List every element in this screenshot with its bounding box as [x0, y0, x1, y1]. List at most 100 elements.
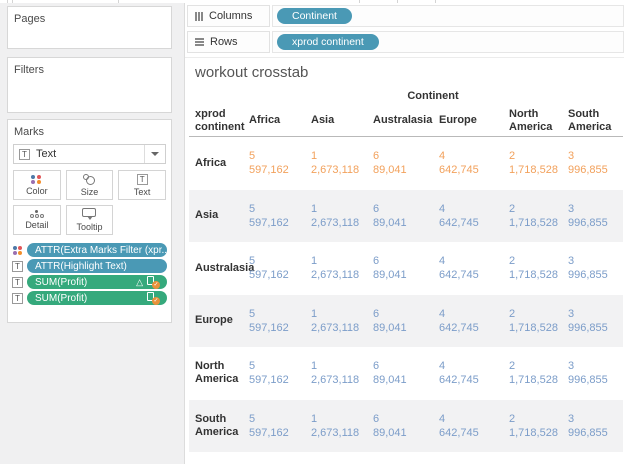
column-header[interactable]: Asia: [311, 114, 335, 126]
crosstab-cell[interactable]: 4 642,745: [433, 149, 503, 177]
row-header[interactable]: North America: [195, 360, 239, 386]
cell-count: 6: [373, 202, 380, 215]
column-header[interactable]: Australasia: [373, 114, 433, 126]
column-dimension-header[interactable]: Continent: [407, 90, 459, 102]
field-pill[interactable]: ATTR(Highlight Text): [27, 259, 167, 273]
crosstab-cell[interactable]: 6 89,041: [367, 412, 433, 440]
marks-button-tooltip[interactable]: Tooltip: [65, 205, 114, 235]
marks-button-text[interactable]: T Text: [118, 170, 166, 200]
pill-indicators: △ ✓: [136, 276, 160, 289]
crosstab-cell[interactable]: 1 2,673,118: [305, 254, 367, 282]
field-pill[interactable]: SUM(Profit) ✓: [27, 291, 167, 305]
cell-value: 996,855: [568, 269, 608, 282]
field-pill-label: SUM(Profit): [35, 292, 88, 304]
mark-type-dropdown[interactable]: T Text: [13, 144, 166, 164]
crosstab-cell[interactable]: 6 89,041: [367, 359, 433, 387]
cell-count: 4: [439, 150, 446, 163]
crosstab-cell[interactable]: 6 89,041: [367, 202, 433, 230]
cell-value: 597,162: [249, 426, 289, 439]
cell-count: 2: [509, 360, 516, 373]
crosstab-cell[interactable]: 3 996,855: [562, 202, 623, 230]
crosstab-cell[interactable]: 4 642,745: [433, 202, 503, 230]
cell-count: 1: [311, 360, 318, 373]
chevron-down-icon[interactable]: [144, 145, 165, 163]
crosstab-cell[interactable]: 6 89,041: [367, 149, 433, 177]
row-header[interactable]: South America: [195, 412, 239, 438]
columns-shelf[interactable]: Continent: [272, 5, 624, 27]
crosstab-cell[interactable]: 4 642,745: [433, 254, 503, 282]
crosstab-cell[interactable]: 6 89,041: [367, 254, 433, 282]
cell-count: 2: [509, 412, 516, 425]
cell-count: 6: [373, 360, 380, 373]
marks-button-label: Text: [133, 186, 151, 197]
pill-indicators: ✓: [147, 292, 160, 305]
row-header[interactable]: Africa: [195, 156, 227, 169]
cell-count: 2: [509, 202, 516, 215]
field-pill-label: ATTR(Extra Marks Filter (xpr..: [35, 244, 167, 256]
cell-count: 1: [311, 412, 318, 425]
crosstab-cell[interactable]: 5 597,162: [243, 412, 305, 440]
cell-count: 5: [249, 202, 256, 215]
row-header[interactable]: Australasia: [195, 261, 255, 274]
crosstab-cell[interactable]: 5 597,162: [243, 307, 305, 335]
crosstab-cell[interactable]: 2 1,718,528: [503, 307, 562, 335]
crosstab-cell[interactable]: 1 2,673,118: [305, 412, 367, 440]
crosstab-cell[interactable]: 1 2,673,118: [305, 149, 367, 177]
crosstab-cell[interactable]: 3 996,855: [562, 412, 623, 440]
field-pill[interactable]: SUM(Profit) △ ✓: [27, 275, 167, 289]
corner-header[interactable]: xprod continent: [195, 107, 245, 133]
cell-value: 1,718,528: [509, 426, 558, 439]
cell-count: 4: [439, 255, 446, 268]
crosstab-cell[interactable]: 5 597,162: [243, 254, 305, 282]
crosstab-cell[interactable]: 5 597,162: [243, 359, 305, 387]
marks-button-color[interactable]: Color: [13, 170, 61, 200]
crosstab-cell[interactable]: 5 597,162: [243, 202, 305, 230]
pill-continent[interactable]: Continent: [277, 8, 352, 24]
crosstab: Continent xprod continent Africa Asia Austr…: [189, 90, 623, 452]
crosstab-cell[interactable]: 3 996,855: [562, 149, 623, 177]
marks-button-detail[interactable]: Detail: [13, 205, 61, 235]
window-top-edge: [0, 0, 624, 3]
column-header[interactable]: North America: [509, 107, 553, 133]
cell-count: 1: [311, 150, 318, 163]
crosstab-cell[interactable]: 4 642,745: [433, 307, 503, 335]
crosstab-cell[interactable]: 3 996,855: [562, 254, 623, 282]
row-header[interactable]: Europe: [195, 314, 233, 327]
column-header[interactable]: South America: [568, 107, 612, 133]
cell-value: 2,673,118: [311, 374, 360, 387]
pages-shelf[interactable]: Pages: [7, 6, 172, 49]
cell-value: 996,855: [568, 216, 608, 229]
rows-shelf-row: Rows xprod continent: [187, 31, 624, 53]
crosstab-cell[interactable]: 1 2,673,118: [305, 202, 367, 230]
filters-shelf[interactable]: Filters: [7, 57, 172, 113]
crosstab-cell[interactable]: 2 1,718,528: [503, 254, 562, 282]
marks-button-size[interactable]: Size: [65, 170, 114, 200]
crosstab-cell[interactable]: 4 642,745: [433, 359, 503, 387]
crosstab-cell[interactable]: 3 996,855: [562, 359, 623, 387]
cell-value: 996,855: [568, 321, 608, 334]
cell-count: 5: [249, 412, 256, 425]
row-header[interactable]: Asia: [195, 209, 219, 222]
crosstab-cell[interactable]: 2 1,718,528: [503, 202, 562, 230]
column-header[interactable]: Europe: [439, 114, 477, 126]
marks-pill-row: T ATTR(Highlight Text): [11, 259, 167, 273]
crosstab-cell[interactable]: 3 996,855: [562, 307, 623, 335]
crosstab-cell[interactable]: 1 2,673,118: [305, 307, 367, 335]
crosstab-cell[interactable]: 2 1,718,528: [503, 412, 562, 440]
crosstab-cell[interactable]: 2 1,718,528: [503, 149, 562, 177]
pill-xprod-continent[interactable]: xprod continent: [277, 34, 379, 50]
cell-count: 2: [509, 150, 516, 163]
cell-value: 1,718,528: [509, 164, 558, 177]
crosstab-cell[interactable]: 2 1,718,528: [503, 359, 562, 387]
column-header[interactable]: Africa: [249, 114, 281, 126]
rows-shelf[interactable]: xprod continent: [272, 31, 624, 53]
cell-count: 5: [249, 255, 256, 268]
field-pill[interactable]: ATTR(Extra Marks Filter (xpr..: [27, 243, 167, 257]
table-row: Australasia 5 597,162 1 2,673,118 6 89,041 4 642…: [189, 242, 623, 295]
crosstab-cell[interactable]: 6 89,041: [367, 307, 433, 335]
crosstab-cell[interactable]: 1 2,673,118: [305, 359, 367, 387]
shelves: Columns Continent Rows xprod continent: [185, 3, 624, 57]
cell-count: 4: [439, 202, 446, 215]
crosstab-cell[interactable]: 4 642,745: [433, 412, 503, 440]
crosstab-cell[interactable]: 5 597,162: [243, 149, 305, 177]
